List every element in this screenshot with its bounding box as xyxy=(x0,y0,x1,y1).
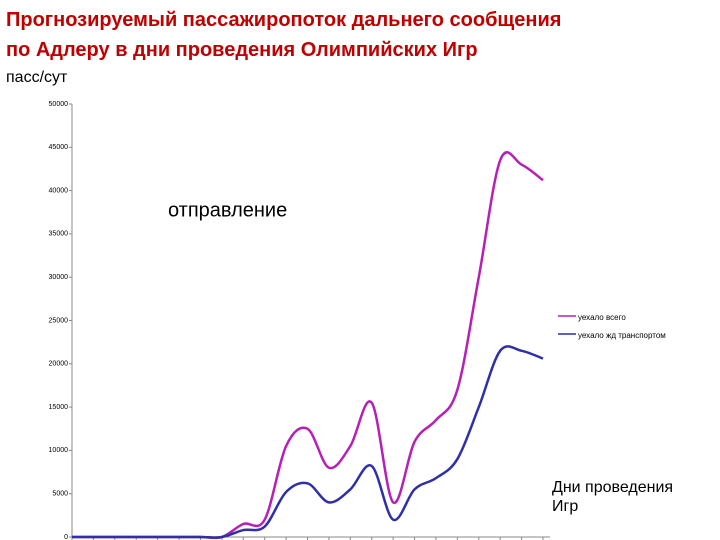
chart-title: Прогнозируемый пассажиропоток дальнего с… xyxy=(6,9,561,31)
chart-title: по Адлеру в дни проведения Олимпийских И… xyxy=(6,39,478,61)
y-tick-label: 25000 xyxy=(49,317,69,324)
line xyxy=(72,151,544,540)
annotation: Дни проведения Игр xyxy=(552,479,674,515)
y-tick-label: 0 xyxy=(64,534,68,540)
y-tick-label: 45000 xyxy=(49,144,69,151)
annotation: отправление xyxy=(168,199,287,221)
y-tick-label: 10000 xyxy=(49,447,69,454)
y-tick-label: 30000 xyxy=(49,274,69,281)
legend-label: уехало всего xyxy=(578,313,626,322)
y-tick-label: 35000 xyxy=(49,231,69,238)
y-tick-label: 40000 xyxy=(49,187,69,194)
line xyxy=(72,345,544,539)
y-axis-label: пасс/сут xyxy=(6,69,68,86)
y-tick-label: 15000 xyxy=(49,404,69,411)
y-tick-label: 5000 xyxy=(52,491,68,498)
y-tick-label: 50000 xyxy=(49,101,69,108)
y-tick-label: 20000 xyxy=(49,361,69,368)
legend-label: уехало жд транспортом xyxy=(578,331,666,340)
